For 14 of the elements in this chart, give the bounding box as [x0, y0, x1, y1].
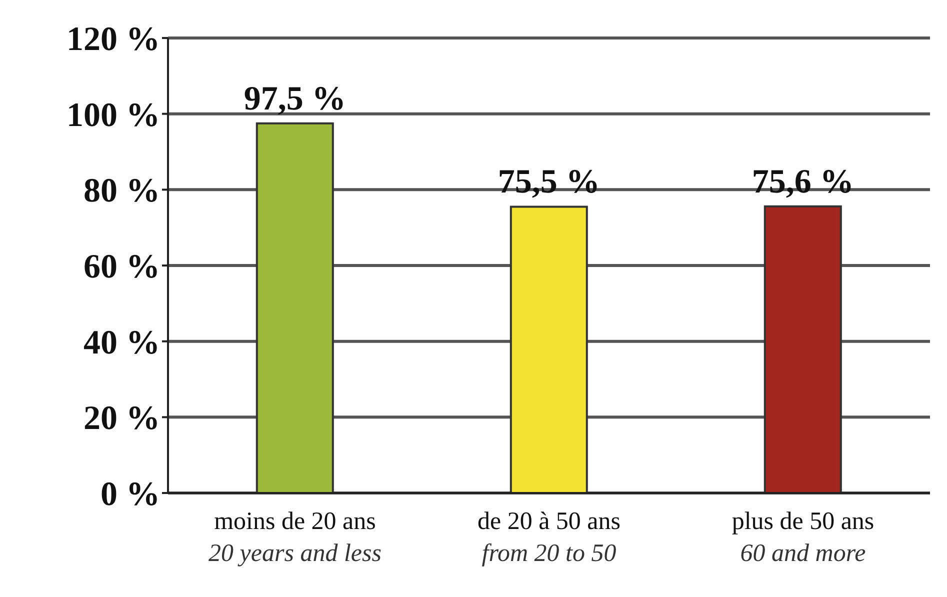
y-tick-label: 40 %: [84, 324, 160, 362]
bar: [256, 122, 334, 493]
x-tick-label: moins de 20 ans 20 years and less: [208, 508, 382, 567]
x-tick-label: de 20 à 50 ans from 20 to 50: [477, 508, 621, 567]
y-tick-label: 20 %: [84, 400, 160, 438]
data-label: 97,5 %: [244, 80, 346, 118]
bar: [510, 206, 588, 493]
y-tick-label: 60 %: [84, 248, 160, 286]
y-tick-label: 0 %: [100, 476, 160, 514]
x-tick-label: plus de 50 ans 60 and more: [732, 508, 874, 567]
bar: [764, 205, 842, 493]
y-tick-label: 100 %: [66, 96, 160, 134]
y-tick-label: 120 %: [66, 21, 160, 58]
y-tick-label: 80 %: [84, 172, 160, 210]
